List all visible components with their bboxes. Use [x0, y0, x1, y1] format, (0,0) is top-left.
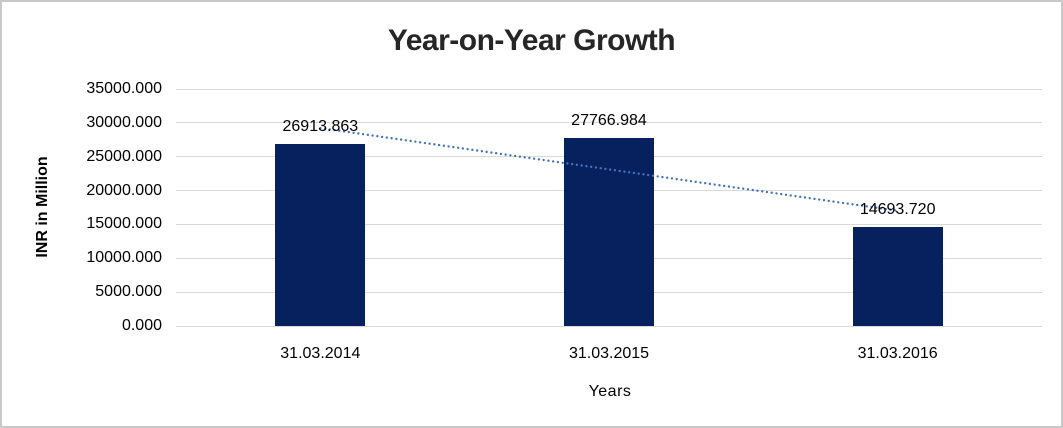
bar-31.03.2015[interactable] [564, 137, 654, 326]
x-axis-category-label: 31.03.2014 [280, 345, 361, 362]
value-label: 14693.720 [859, 200, 936, 218]
y-axis-tick-label: 25000.000 [86, 147, 162, 165]
bar-31.03.2016[interactable] [852, 226, 943, 326]
y-axis-tick-label: 15000.000 [86, 215, 162, 233]
y-axis-tick-label: 10000.000 [86, 249, 162, 267]
y-axis-title: INR in Million [34, 156, 51, 258]
y-axis-tick-label: 20000.000 [86, 181, 162, 199]
x-axis-category-label: 31.03.2016 [857, 345, 938, 362]
y-axis-tick-label: 5000.000 [95, 283, 162, 301]
value-label: 27766.984 [571, 111, 647, 129]
x-axis-title: Years [588, 383, 632, 400]
x-axis-category-label: 31.03.2015 [568, 345, 650, 362]
bar-31.03.2014[interactable] [275, 143, 366, 326]
y-axis-tick-label: 30000.000 [86, 113, 162, 131]
gridline [176, 88, 1042, 90]
y-axis-tick-label: 35000.000 [86, 80, 162, 97]
chart-title: Year-on-Year Growth [387, 24, 676, 57]
gridline [176, 122, 1042, 124]
value-label: 26913.863 [282, 117, 359, 135]
y-axis-tick-label: 0.000 [121, 317, 162, 334]
gridline [176, 325, 1042, 327]
